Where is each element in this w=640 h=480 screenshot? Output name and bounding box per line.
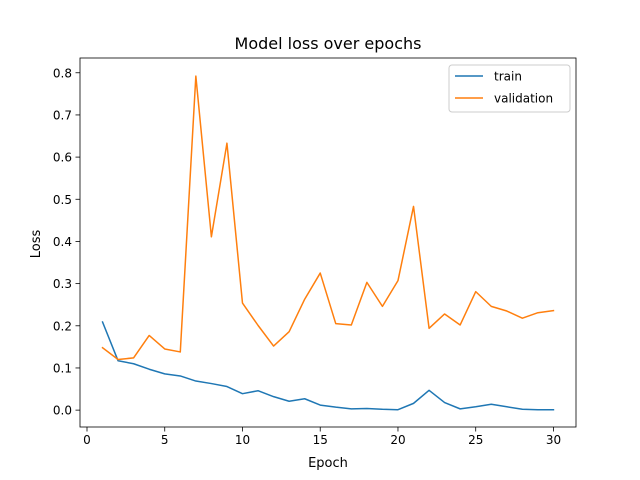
y-tick-label: 0.4 [53, 235, 72, 249]
legend: train validation [448, 64, 571, 113]
x-tick-label: 25 [468, 433, 483, 447]
x-tick-label: 15 [313, 433, 328, 447]
y-tick-label: 0.6 [53, 151, 72, 165]
x-tick-label: 10 [235, 433, 250, 447]
plot-area: 0 5 10 15 20 25 30 0.0 0.1 0.2 0.3 0.4 0.5 0.6 0.7 0.8 [53, 57, 577, 447]
y-tick-label: 0.1 [53, 361, 72, 375]
series-line-train [101, 321, 555, 411]
y-tick-label: 0.0 [53, 404, 72, 418]
x-tick-label: 0 [83, 433, 91, 447]
x-tick-label: 30 [546, 433, 561, 447]
y-tick-label: 0.3 [53, 277, 72, 291]
y-tick-label: 0.7 [53, 108, 72, 122]
x-tick-label: 20 [390, 433, 405, 447]
legend-label-train: train [494, 70, 522, 84]
series-line-validation [101, 75, 555, 361]
y-tick-label: 0.5 [53, 193, 72, 207]
x-tick-label: 5 [161, 433, 169, 447]
chart-title: Model loss over epochs [235, 34, 422, 53]
x-axis-label: Epoch [308, 456, 348, 471]
legend-label-validation: validation [494, 92, 553, 106]
axes-frame [79, 57, 577, 428]
y-tick-label: 0.8 [53, 66, 72, 80]
y-axis-label: Loss [29, 230, 44, 259]
y-tick-label: 0.2 [53, 319, 72, 333]
